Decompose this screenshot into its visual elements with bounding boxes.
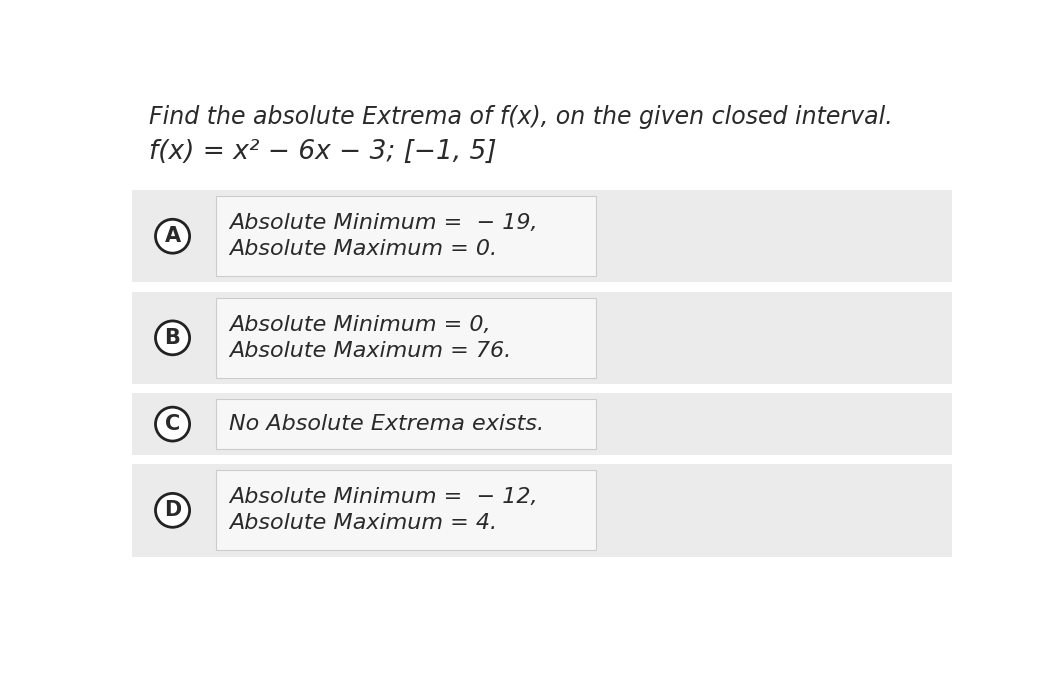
Text: Find the absolute Extrema of f(x), on the given closed interval.: Find the absolute Extrema of f(x), on th… [149,105,893,129]
Text: Absolute Minimum = 0,: Absolute Minimum = 0, [230,315,491,335]
Text: C: C [165,414,180,434]
Text: Absolute Maximum = 76.: Absolute Maximum = 76. [230,341,511,361]
FancyBboxPatch shape [216,399,596,449]
Text: Absolute Maximum = 4.: Absolute Maximum = 4. [230,514,497,533]
Text: Absolute Minimum =  − 12,: Absolute Minimum = − 12, [230,487,537,507]
FancyBboxPatch shape [132,190,952,283]
Circle shape [156,407,189,441]
Text: D: D [164,500,181,520]
FancyBboxPatch shape [216,470,596,551]
Text: A: A [164,226,181,246]
Text: Absolute Maximum = 0.: Absolute Maximum = 0. [230,239,497,260]
FancyBboxPatch shape [132,464,952,556]
FancyBboxPatch shape [216,196,596,276]
Circle shape [156,493,189,527]
Text: Absolute Minimum =  − 19,: Absolute Minimum = − 19, [230,213,537,233]
Text: f(x) = x² − 6x − 3; [−1, 5]: f(x) = x² − 6x − 3; [−1, 5] [149,139,497,165]
FancyBboxPatch shape [132,393,952,455]
Text: No Absolute Extrema exists.: No Absolute Extrema exists. [230,414,544,434]
FancyBboxPatch shape [216,298,596,378]
FancyBboxPatch shape [132,292,952,384]
Circle shape [156,321,189,355]
Circle shape [156,219,189,253]
Text: B: B [165,328,181,348]
